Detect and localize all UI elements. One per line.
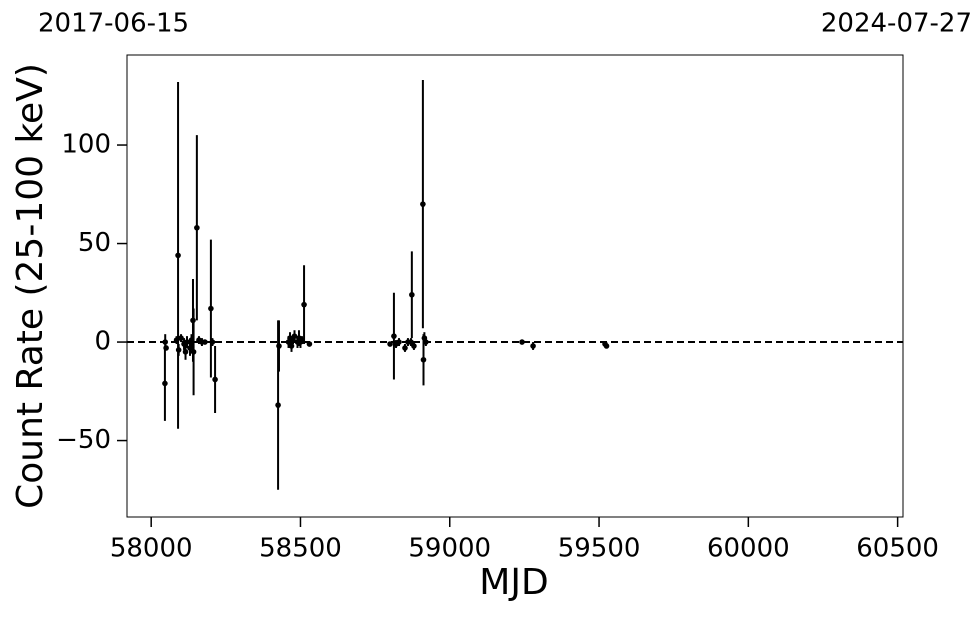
data-point: [202, 339, 208, 345]
plot-frame: [126, 54, 904, 518]
y-tick-label: 0: [94, 327, 111, 357]
data-point: [291, 333, 298, 339]
x-tick-label: 60500: [856, 534, 939, 564]
data-point: [175, 347, 182, 353]
data-point: [212, 376, 218, 383]
data-point: [306, 341, 313, 347]
data-point: [402, 345, 408, 351]
data-point: [276, 343, 282, 349]
data-point: [163, 345, 169, 351]
data-point: [175, 252, 181, 259]
data-point: [301, 301, 307, 308]
data-point: [275, 402, 281, 408]
end-date: 2024-07-27: [821, 9, 972, 39]
data-point: [184, 339, 190, 345]
x-tick-label: 58000: [110, 534, 193, 564]
data-point: [420, 356, 427, 363]
x-axis-label: MJD: [479, 562, 548, 603]
data-point: [411, 343, 417, 349]
data-point: [182, 349, 189, 355]
x-tick-label: 60000: [707, 534, 790, 564]
data-point: [603, 343, 610, 349]
data-point: [420, 201, 426, 207]
data-point: [190, 349, 197, 355]
data-point: [530, 343, 536, 349]
data-point: [209, 339, 216, 345]
data-point: [387, 341, 393, 347]
x-tick-label: 58500: [259, 534, 342, 564]
data-point: [187, 345, 193, 351]
data-point: [409, 291, 415, 298]
x-tick-label: 59000: [408, 534, 491, 564]
y-tick-label: 100: [61, 130, 111, 160]
data-point: [162, 380, 168, 387]
data-point: [396, 339, 402, 345]
data-point: [288, 343, 295, 349]
data-point: [391, 333, 397, 339]
data-point: [519, 339, 525, 345]
data-point: [208, 305, 214, 312]
data-point: [162, 339, 169, 345]
y-tick-label: −50: [56, 425, 111, 455]
data-point: [408, 339, 414, 345]
data-point: [194, 224, 200, 231]
x-tick-label: 59500: [558, 534, 641, 564]
start-date: 2017-06-15: [38, 9, 189, 39]
y-tick-label: 50: [78, 228, 111, 258]
data-point: [423, 339, 429, 345]
y-axis-label: Count Rate (25-100 keV): [10, 63, 51, 509]
data-point: [178, 335, 184, 341]
